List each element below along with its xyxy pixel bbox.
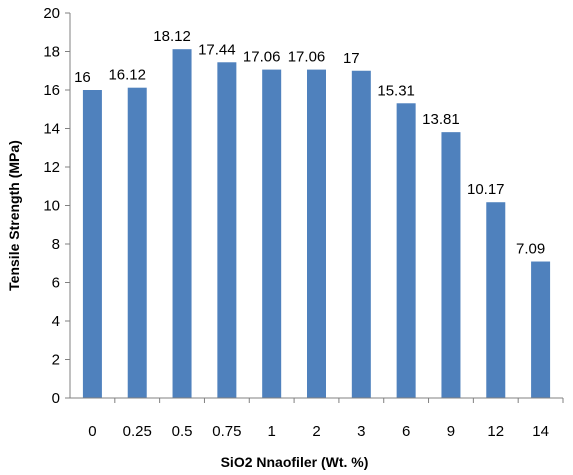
bar [396, 103, 416, 398]
y-tick-label: 8 [52, 236, 60, 253]
data-label: 17 [343, 50, 360, 67]
x-tick-label: 1 [268, 423, 276, 440]
bar [82, 90, 102, 398]
bar [441, 132, 461, 398]
y-tick-label: 12 [43, 159, 60, 176]
x-tick-label: 12 [487, 423, 504, 440]
data-label: 17.44 [198, 41, 236, 58]
y-tick-label: 6 [52, 275, 60, 292]
y-tick-label: 10 [43, 198, 60, 215]
data-label: 17.06 [288, 49, 326, 66]
y-tick-label: 18 [43, 44, 60, 61]
x-tick-label: 14 [532, 423, 549, 440]
x-tick-label: 6 [402, 423, 410, 440]
x-tick-label: 2 [312, 423, 320, 440]
y-tick-label: 0 [52, 390, 60, 407]
data-label: 16 [74, 69, 91, 86]
bar [307, 69, 326, 398]
x-tick-label: 0.5 [172, 423, 193, 440]
y-tick-label: 16 [43, 82, 60, 99]
data-label: 13.81 [422, 111, 460, 128]
bar [486, 202, 506, 398]
y-tick-label: 14 [43, 121, 60, 138]
bar [351, 70, 371, 398]
x-tick-label: 3 [357, 423, 365, 440]
bar [217, 62, 237, 398]
x-tick-label: 0.25 [123, 423, 152, 440]
x-tick-label: 0 [88, 423, 96, 440]
bar [262, 69, 282, 398]
bar [127, 87, 147, 398]
y-tick-label: 2 [52, 352, 60, 369]
x-axis: 0 0.25 0.5 0.75 1 2 3 6 9 12 14 [88, 398, 564, 440]
x-axis-title: SiO2 Nnaofiler (Wt. %) [221, 454, 369, 470]
bar-series [82, 49, 551, 398]
y-tick-label: 4 [52, 313, 60, 330]
data-label: 15.31 [377, 82, 415, 99]
y-axis: 0 2 4 6 8 10 12 14 16 18 20 [43, 5, 70, 407]
data-labels: 16 16.12 18.12 17.44 17.06 17.06 17 15.31 13.81 1… [74, 28, 545, 257]
y-tick-label: 20 [43, 5, 60, 22]
bar [172, 49, 192, 398]
data-label: 17.06 [243, 49, 281, 66]
x-tick-label: 9 [447, 423, 455, 440]
data-label: 10.17 [467, 181, 505, 198]
bar [531, 261, 551, 398]
data-label: 16.12 [108, 67, 146, 84]
y-axis-title: Tensile Strength (MPa) [6, 140, 22, 291]
data-label: 7.09 [516, 241, 545, 258]
x-tick-label: 0.75 [212, 423, 241, 440]
data-label: 18.12 [153, 28, 191, 45]
